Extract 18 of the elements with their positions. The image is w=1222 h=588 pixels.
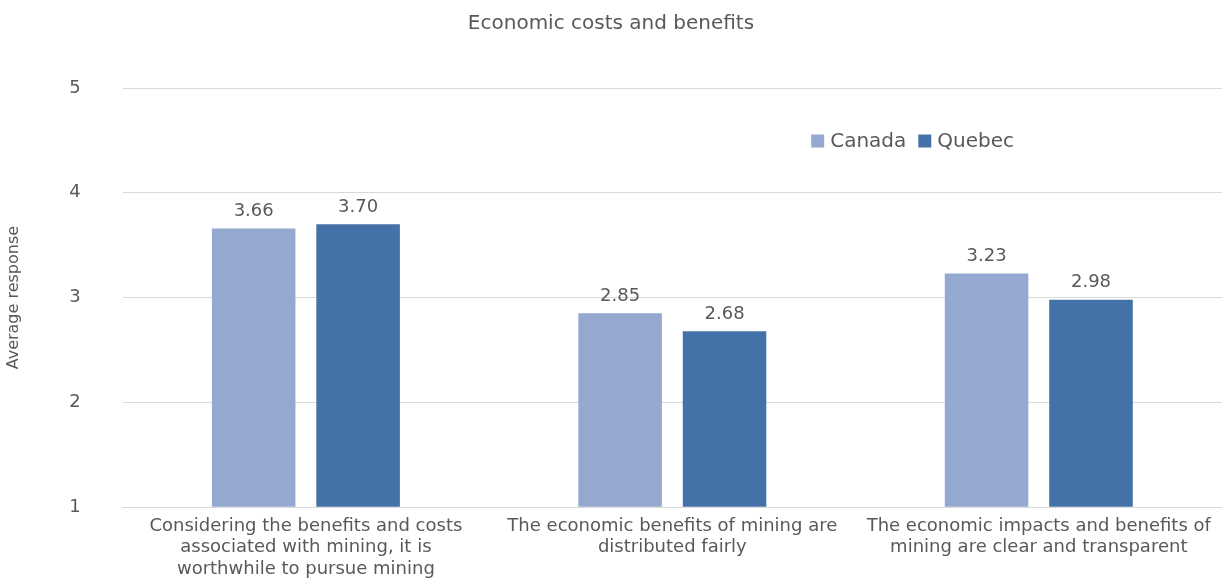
data-label: 3.66 <box>233 199 274 221</box>
y-axis-title: Average response <box>2 225 22 370</box>
x-tick-label: The economic impacts and benefits of mining are clear and transparent <box>865 513 1212 557</box>
data-label: 2.68 <box>704 301 745 323</box>
data-label: 2.85 <box>600 283 641 305</box>
data-label: 3.23 <box>966 244 1007 266</box>
x-tick-label: The economic benefits of mining are distributed fairly <box>506 513 838 557</box>
y-tick-label: 1 <box>69 494 81 516</box>
chart-title: Economic costs and benefits <box>467 10 755 35</box>
y-tick-label: 3 <box>69 285 81 307</box>
legend-label: Canada <box>830 128 907 153</box>
data-label: 2.98 <box>1070 270 1112 292</box>
y-tick-label: 5 <box>69 75 81 97</box>
legend-label: Quebec <box>937 128 1014 153</box>
y-tick-label: 2 <box>69 390 81 412</box>
x-tick-label: Considering the benefits and costs associated with mining, it is worthwhile to pursue mining <box>149 513 463 578</box>
y-tick-label: 4 <box>69 180 81 202</box>
data-label: 3.70 <box>338 194 379 216</box>
